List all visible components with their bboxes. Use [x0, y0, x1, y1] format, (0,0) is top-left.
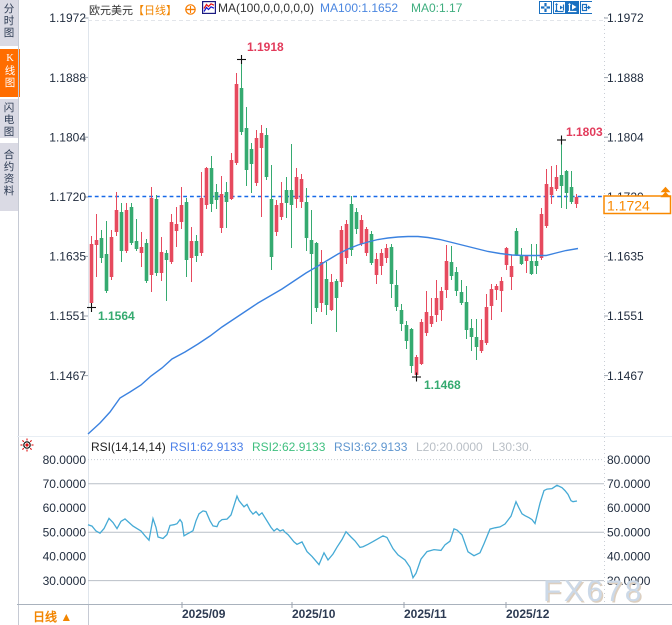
svg-text:30.0000: 30.0000: [43, 574, 87, 588]
svg-text:50.0000: 50.0000: [607, 525, 651, 539]
svg-text:1.1724: 1.1724: [607, 198, 650, 214]
svg-text:40.0000: 40.0000: [43, 550, 87, 564]
svg-text:1.1720: 1.1720: [49, 190, 86, 204]
svg-text:1.1803: 1.1803: [566, 125, 603, 139]
svg-text:80.0000: 80.0000: [43, 453, 87, 467]
svg-text:50.0000: 50.0000: [43, 525, 87, 539]
svg-text:1.1551: 1.1551: [607, 309, 644, 323]
svg-text:1.1804: 1.1804: [49, 130, 86, 144]
svg-text:40.0000: 40.0000: [607, 550, 651, 564]
svg-text:1.1635: 1.1635: [49, 250, 86, 264]
svg-text:1.1972: 1.1972: [49, 11, 86, 25]
svg-text:80.0000: 80.0000: [607, 453, 651, 467]
svg-text:1.1467: 1.1467: [607, 369, 644, 383]
svg-text:1.1468: 1.1468: [424, 378, 461, 392]
svg-text:1.1888: 1.1888: [49, 71, 86, 85]
svg-text:1.1888: 1.1888: [607, 71, 644, 85]
svg-text:30.0000: 30.0000: [607, 574, 651, 588]
svg-text:70.0000: 70.0000: [607, 477, 651, 491]
svg-text:70.0000: 70.0000: [43, 477, 87, 491]
svg-text:1.1564: 1.1564: [98, 309, 135, 323]
svg-text:1.1467: 1.1467: [49, 369, 86, 383]
svg-text:1.1635: 1.1635: [607, 250, 644, 264]
svg-text:FX678: FX678: [543, 575, 644, 608]
svg-text:FX678: FX678: [545, 577, 646, 610]
svg-text:1.1551: 1.1551: [49, 309, 86, 323]
svg-text:60.0000: 60.0000: [43, 501, 87, 515]
svg-text:1.1804: 1.1804: [607, 130, 644, 144]
svg-text:60.0000: 60.0000: [607, 501, 651, 515]
svg-text:1.1918: 1.1918: [247, 40, 284, 54]
svg-text:1.1972: 1.1972: [607, 11, 644, 25]
